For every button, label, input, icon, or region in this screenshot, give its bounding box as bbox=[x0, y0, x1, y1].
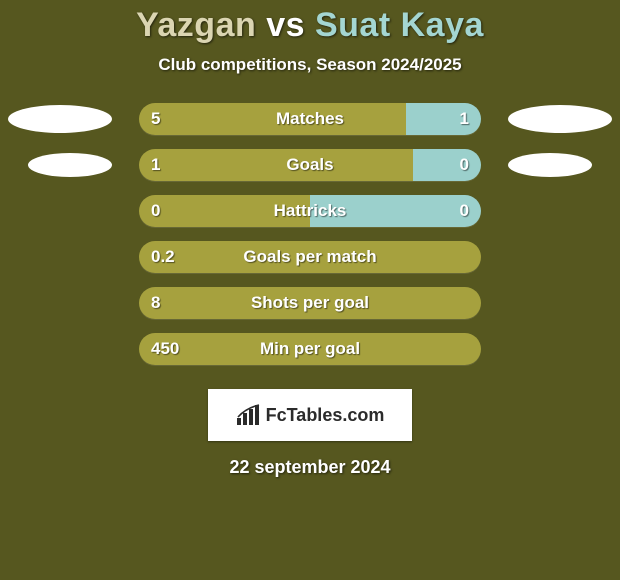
stat-row: 450 Min per goal bbox=[0, 333, 620, 365]
value-player1: 0 bbox=[151, 201, 160, 221]
title-vs: vs bbox=[256, 6, 315, 44]
stat-row: 0.2 Goals per match bbox=[0, 241, 620, 273]
stat-label: Goals bbox=[286, 155, 333, 175]
title-player1: Yazgan bbox=[136, 6, 256, 44]
subtitle: Club competitions, Season 2024/2025 bbox=[158, 55, 461, 75]
stat-row: 1 0 Goals bbox=[0, 149, 620, 181]
stat-rows: 5 1 Matches 1 0 Goals 0 0 Hattricks 0.2 Goals per … bbox=[0, 103, 620, 379]
stat-label: Hattricks bbox=[274, 201, 347, 221]
stat-bar: 8 Shots per goal bbox=[139, 287, 481, 319]
bar-segment-player2 bbox=[406, 103, 481, 135]
value-player1: 0.2 bbox=[151, 247, 175, 267]
stat-label: Min per goal bbox=[260, 339, 360, 359]
value-player2: 1 bbox=[460, 109, 469, 129]
stat-label: Shots per goal bbox=[251, 293, 369, 313]
stat-bar: 5 1 Matches bbox=[139, 103, 481, 135]
stat-bar: 1 0 Goals bbox=[139, 149, 481, 181]
value-player1: 450 bbox=[151, 339, 179, 359]
date: 22 september 2024 bbox=[229, 457, 390, 478]
value-player2: 0 bbox=[460, 155, 469, 175]
value-player1: 8 bbox=[151, 293, 160, 313]
chart-bars-icon bbox=[236, 404, 262, 426]
stat-row: 8 Shots per goal bbox=[0, 287, 620, 319]
page-title: Yazgan vs Suat Kaya bbox=[136, 6, 484, 45]
stat-bar: 0 0 Hattricks bbox=[139, 195, 481, 227]
stat-bar: 450 Min per goal bbox=[139, 333, 481, 365]
fctables-logo: FcTables.com bbox=[208, 389, 412, 441]
stat-row: 5 1 Matches bbox=[0, 103, 620, 135]
value-player2: 0 bbox=[460, 201, 469, 221]
infographic: Yazgan vs Suat Kaya Club competitions, S… bbox=[0, 0, 620, 580]
bar-segment-player1 bbox=[139, 103, 406, 135]
player-ellipse-left bbox=[28, 153, 112, 177]
stat-row: 0 0 Hattricks bbox=[0, 195, 620, 227]
player-ellipse-left bbox=[8, 105, 112, 133]
title-player2: Suat Kaya bbox=[315, 6, 484, 44]
value-player1: 1 bbox=[151, 155, 160, 175]
stat-label: Goals per match bbox=[243, 247, 376, 267]
value-player1: 5 bbox=[151, 109, 160, 129]
player-ellipse-right bbox=[508, 105, 612, 133]
bar-segment-player1 bbox=[139, 149, 413, 181]
player-ellipse-right bbox=[508, 153, 592, 177]
bar-segment-player2 bbox=[413, 149, 481, 181]
stat-label: Matches bbox=[276, 109, 344, 129]
logo-text: FcTables.com bbox=[266, 405, 385, 426]
stat-bar: 0.2 Goals per match bbox=[139, 241, 481, 273]
